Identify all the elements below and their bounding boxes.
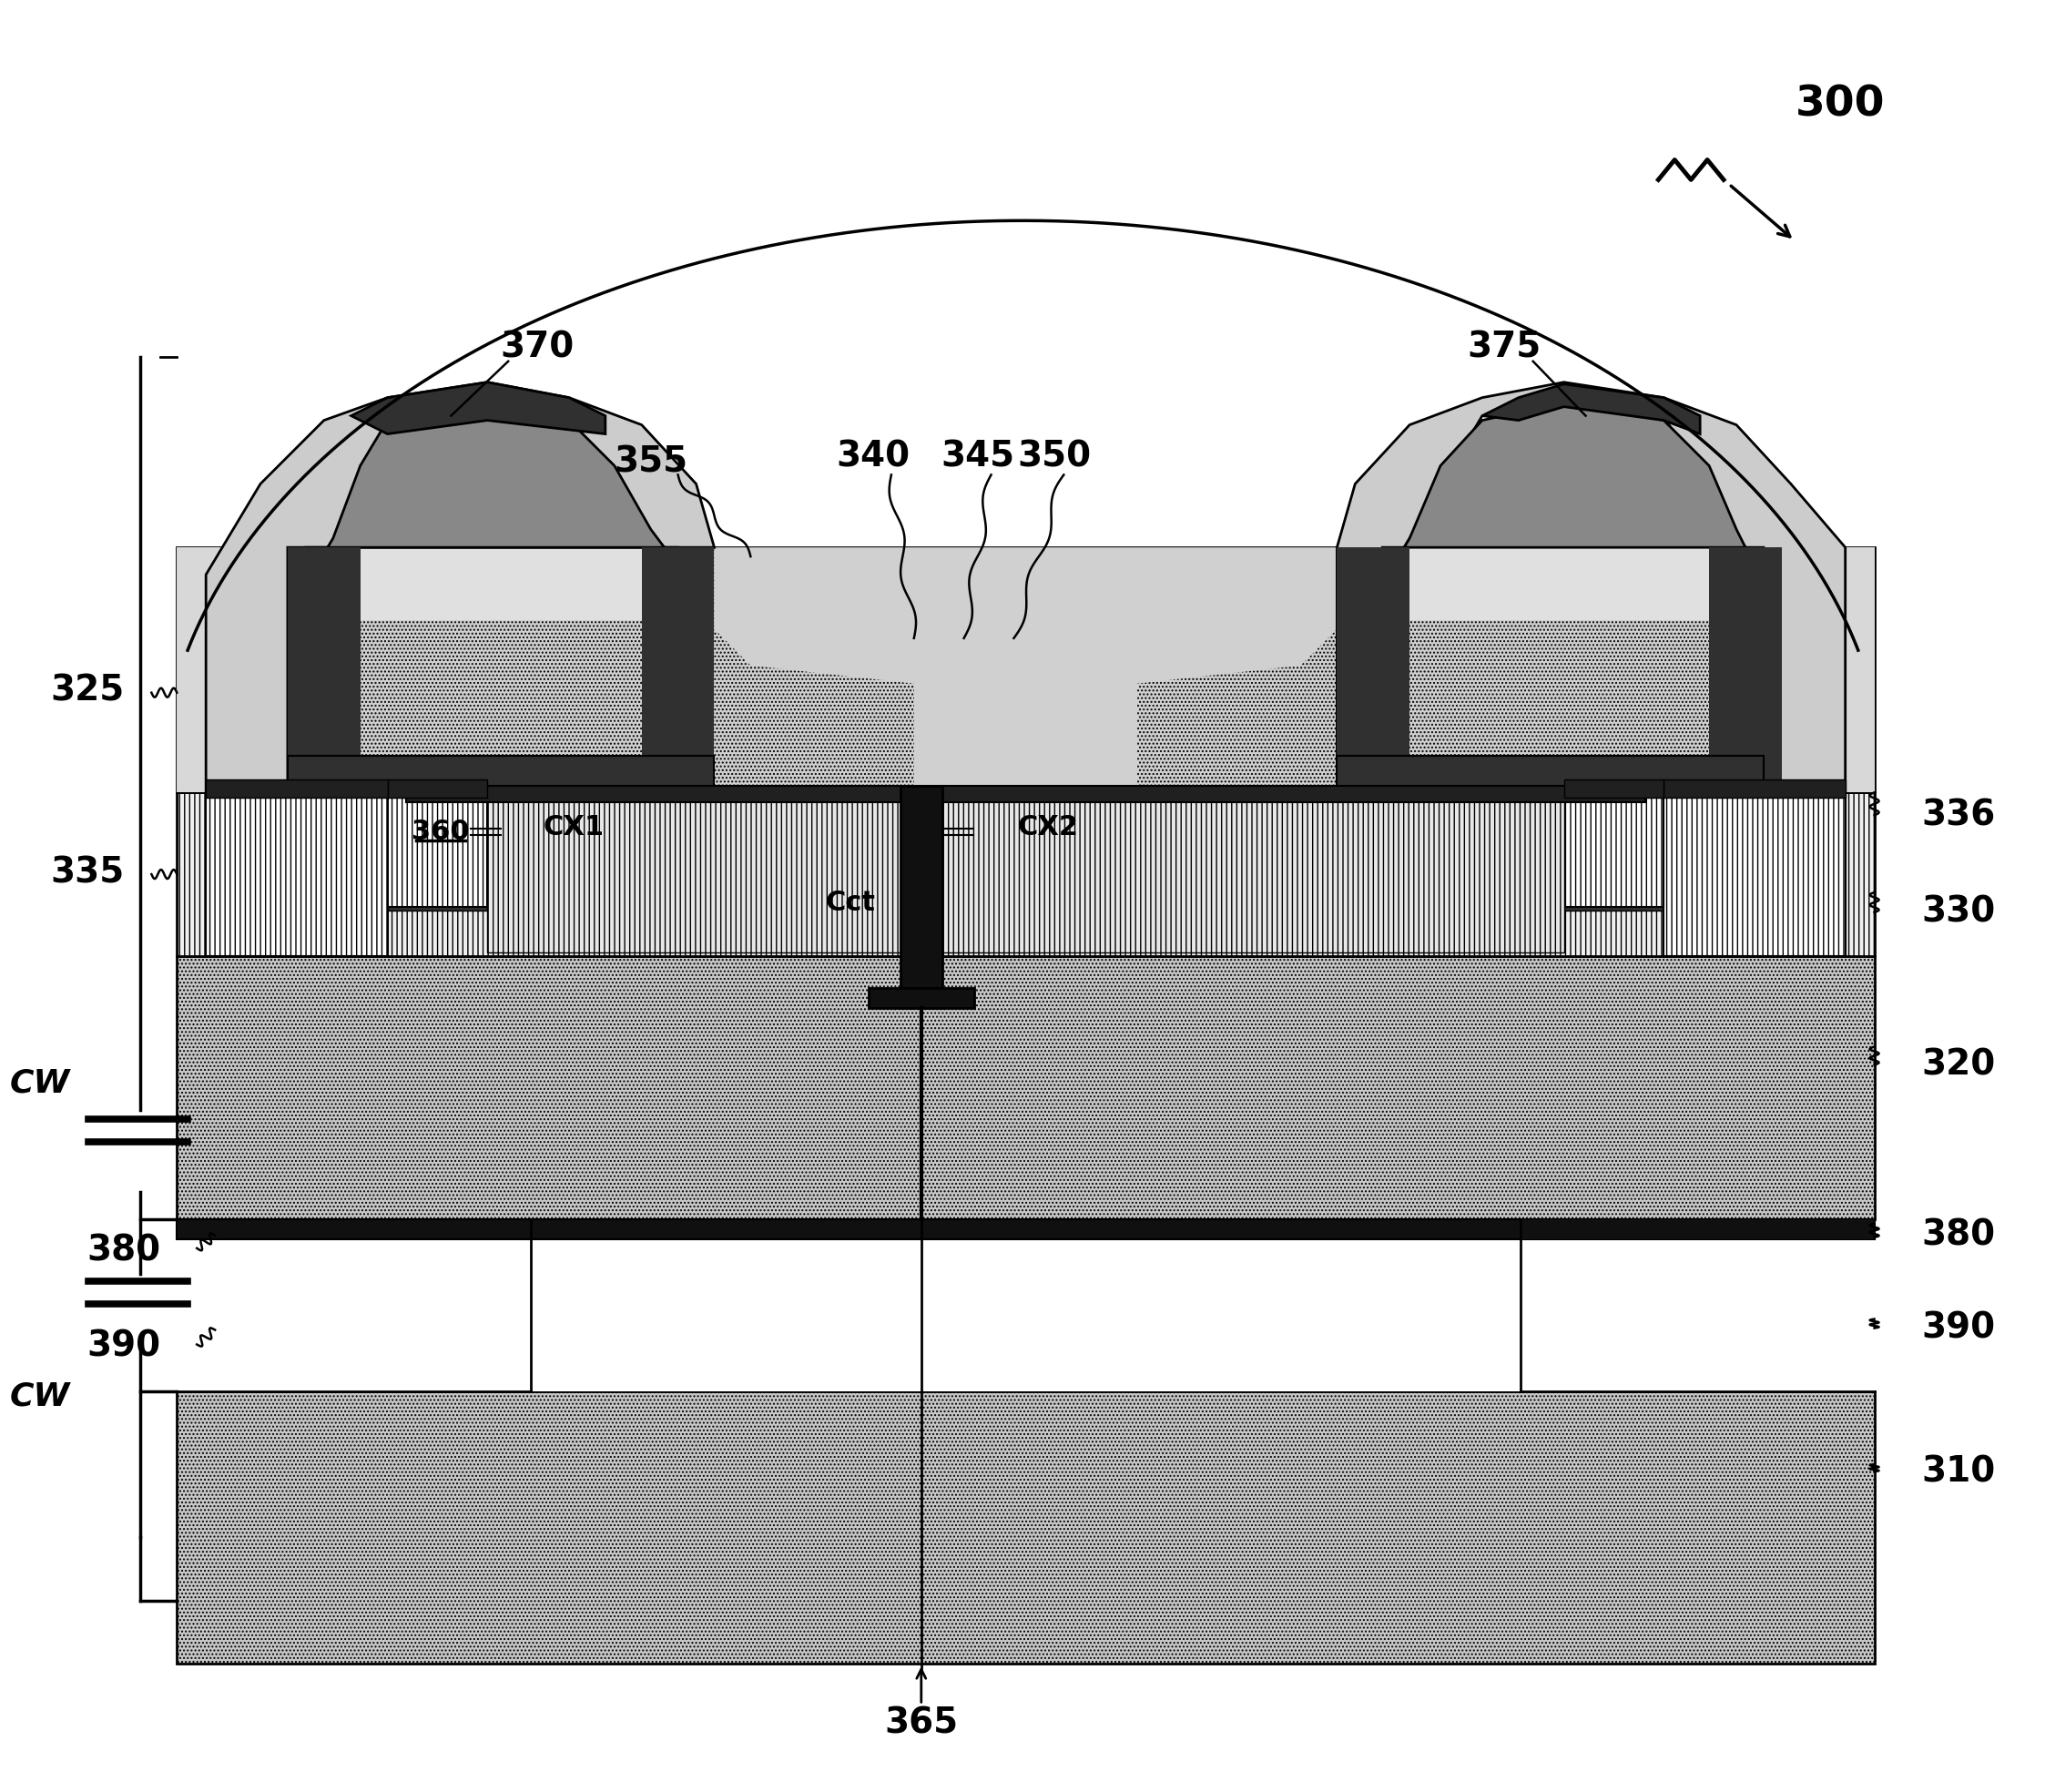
Text: 310: 310 bbox=[1922, 1455, 1996, 1489]
Text: CX1: CX1 bbox=[544, 814, 603, 840]
Bar bbox=[1337, 547, 1409, 792]
Bar bbox=[178, 1219, 532, 1392]
Text: CW: CW bbox=[10, 1068, 70, 1098]
Bar bbox=[1337, 756, 1763, 792]
Bar bbox=[178, 547, 1875, 792]
Bar bbox=[207, 780, 387, 797]
Bar bbox=[387, 780, 487, 797]
Text: 365: 365 bbox=[883, 1706, 959, 1740]
Bar bbox=[642, 547, 714, 792]
Bar bbox=[178, 792, 1875, 955]
Text: 320: 320 bbox=[1922, 1048, 1996, 1082]
Bar bbox=[1339, 547, 1875, 620]
Text: 390: 390 bbox=[86, 1330, 162, 1364]
Polygon shape bbox=[1483, 383, 1699, 434]
Bar bbox=[405, 787, 1646, 803]
Bar bbox=[178, 547, 294, 792]
Bar bbox=[900, 787, 943, 1007]
Text: 300: 300 bbox=[1796, 84, 1885, 125]
Bar bbox=[869, 987, 973, 1007]
Bar bbox=[1519, 1219, 1875, 1238]
Text: 380: 380 bbox=[1922, 1219, 1996, 1253]
Text: 340: 340 bbox=[836, 439, 910, 473]
Text: CX2: CX2 bbox=[1018, 814, 1080, 840]
Bar bbox=[387, 797, 487, 907]
Bar bbox=[1519, 1219, 1875, 1392]
Text: Cct: Cct bbox=[826, 891, 875, 916]
Text: 390: 390 bbox=[1922, 1310, 1996, 1346]
Text: 330: 330 bbox=[1922, 894, 1996, 930]
Bar bbox=[928, 797, 1564, 952]
Bar bbox=[1665, 792, 1845, 955]
Bar bbox=[1665, 780, 1845, 797]
Text: 345: 345 bbox=[941, 439, 1014, 473]
Text: 350: 350 bbox=[1018, 439, 1092, 473]
Bar bbox=[178, 1392, 1875, 1665]
Bar bbox=[178, 547, 712, 620]
Text: 375: 375 bbox=[1466, 330, 1542, 366]
Text: 355: 355 bbox=[614, 444, 687, 480]
Bar bbox=[1564, 780, 1665, 797]
Text: 370: 370 bbox=[501, 330, 575, 366]
Polygon shape bbox=[307, 401, 679, 584]
Bar bbox=[1845, 547, 1875, 792]
Bar bbox=[288, 756, 714, 792]
Bar bbox=[288, 547, 360, 792]
Text: CW: CW bbox=[10, 1380, 70, 1412]
Bar bbox=[178, 1219, 1875, 1238]
Text: 360: 360 bbox=[411, 819, 468, 844]
Text: 325: 325 bbox=[51, 674, 125, 708]
Polygon shape bbox=[1382, 401, 1763, 584]
Bar bbox=[1564, 797, 1665, 907]
Bar bbox=[487, 797, 900, 952]
Text: 335: 335 bbox=[51, 855, 125, 889]
Polygon shape bbox=[387, 792, 487, 910]
Text: 336: 336 bbox=[1922, 797, 1996, 833]
Bar bbox=[207, 792, 387, 955]
Text: 380: 380 bbox=[86, 1233, 162, 1269]
Polygon shape bbox=[714, 547, 1337, 792]
Polygon shape bbox=[1337, 382, 1845, 792]
Bar bbox=[532, 1238, 1519, 1392]
Bar bbox=[178, 955, 1875, 1219]
Bar bbox=[1710, 547, 1781, 792]
Polygon shape bbox=[352, 382, 605, 434]
Polygon shape bbox=[207, 382, 714, 792]
Polygon shape bbox=[1564, 792, 1665, 910]
